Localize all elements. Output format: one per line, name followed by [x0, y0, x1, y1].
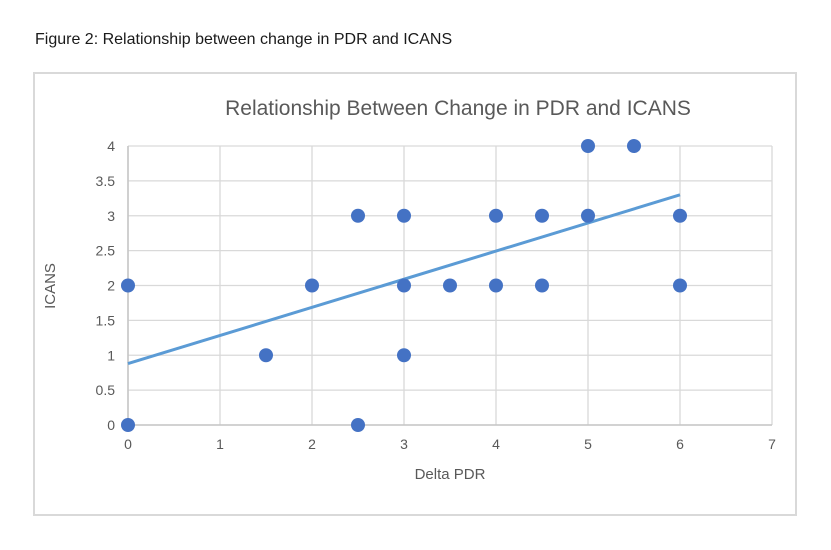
x-axis-title: Delta PDR [415, 466, 486, 483]
data-point [351, 208, 365, 223]
data-point [443, 278, 457, 293]
chart-panel: 0 0.5 1 1.5 2 2.5 3 3.5 4 0 1 2 3 4 5 6 7 Relationship B… [33, 72, 797, 516]
x-tick-label: 2 [308, 436, 316, 452]
y-tick-label: 1 [107, 347, 115, 363]
y-tick-label: 4 [107, 138, 115, 154]
tick-labels: 0 0.5 1 1.5 2 2.5 3 3.5 4 0 1 2 3 4 5 6 7 [96, 138, 777, 452]
data-point [673, 278, 687, 293]
data-point [489, 208, 503, 223]
data-points [121, 139, 687, 432]
y-tick-label: 1.5 [96, 312, 116, 328]
y-tick-label: 0.5 [96, 382, 116, 398]
scatter-plot: 0 0.5 1 1.5 2 2.5 3 3.5 4 0 1 2 3 4 5 6 7 Relationship B… [42, 97, 777, 483]
data-point [397, 278, 411, 293]
x-tick-label: 3 [400, 436, 408, 452]
data-point [305, 278, 319, 293]
figure-caption: Figure 2: Relationship between change in… [35, 31, 453, 48]
y-tick-label: 2 [107, 278, 115, 294]
x-tick-label: 4 [492, 436, 500, 452]
y-tick-label: 0 [107, 417, 115, 433]
data-point [351, 418, 365, 432]
data-point [259, 348, 273, 363]
data-point [397, 208, 411, 223]
data-point [535, 278, 549, 293]
data-point [581, 208, 595, 223]
x-tick-label: 7 [768, 436, 776, 452]
x-tick-label: 1 [216, 436, 224, 452]
y-tick-label: 3.5 [96, 173, 116, 189]
chart-title: Relationship Between Change in PDR and I… [225, 97, 691, 120]
data-point [673, 208, 687, 223]
data-point [535, 208, 549, 223]
data-point [121, 418, 135, 432]
x-tick-label: 6 [676, 436, 684, 452]
x-tick-label: 5 [584, 436, 592, 452]
y-tick-label: 2.5 [96, 243, 116, 259]
data-point [121, 278, 135, 293]
x-tick-label: 0 [124, 436, 132, 452]
data-point [627, 139, 641, 153]
data-point [581, 139, 595, 153]
data-point [397, 348, 411, 363]
y-axis-title: ICANS [42, 263, 59, 309]
y-tick-label: 3 [107, 208, 115, 224]
data-point [489, 278, 503, 293]
